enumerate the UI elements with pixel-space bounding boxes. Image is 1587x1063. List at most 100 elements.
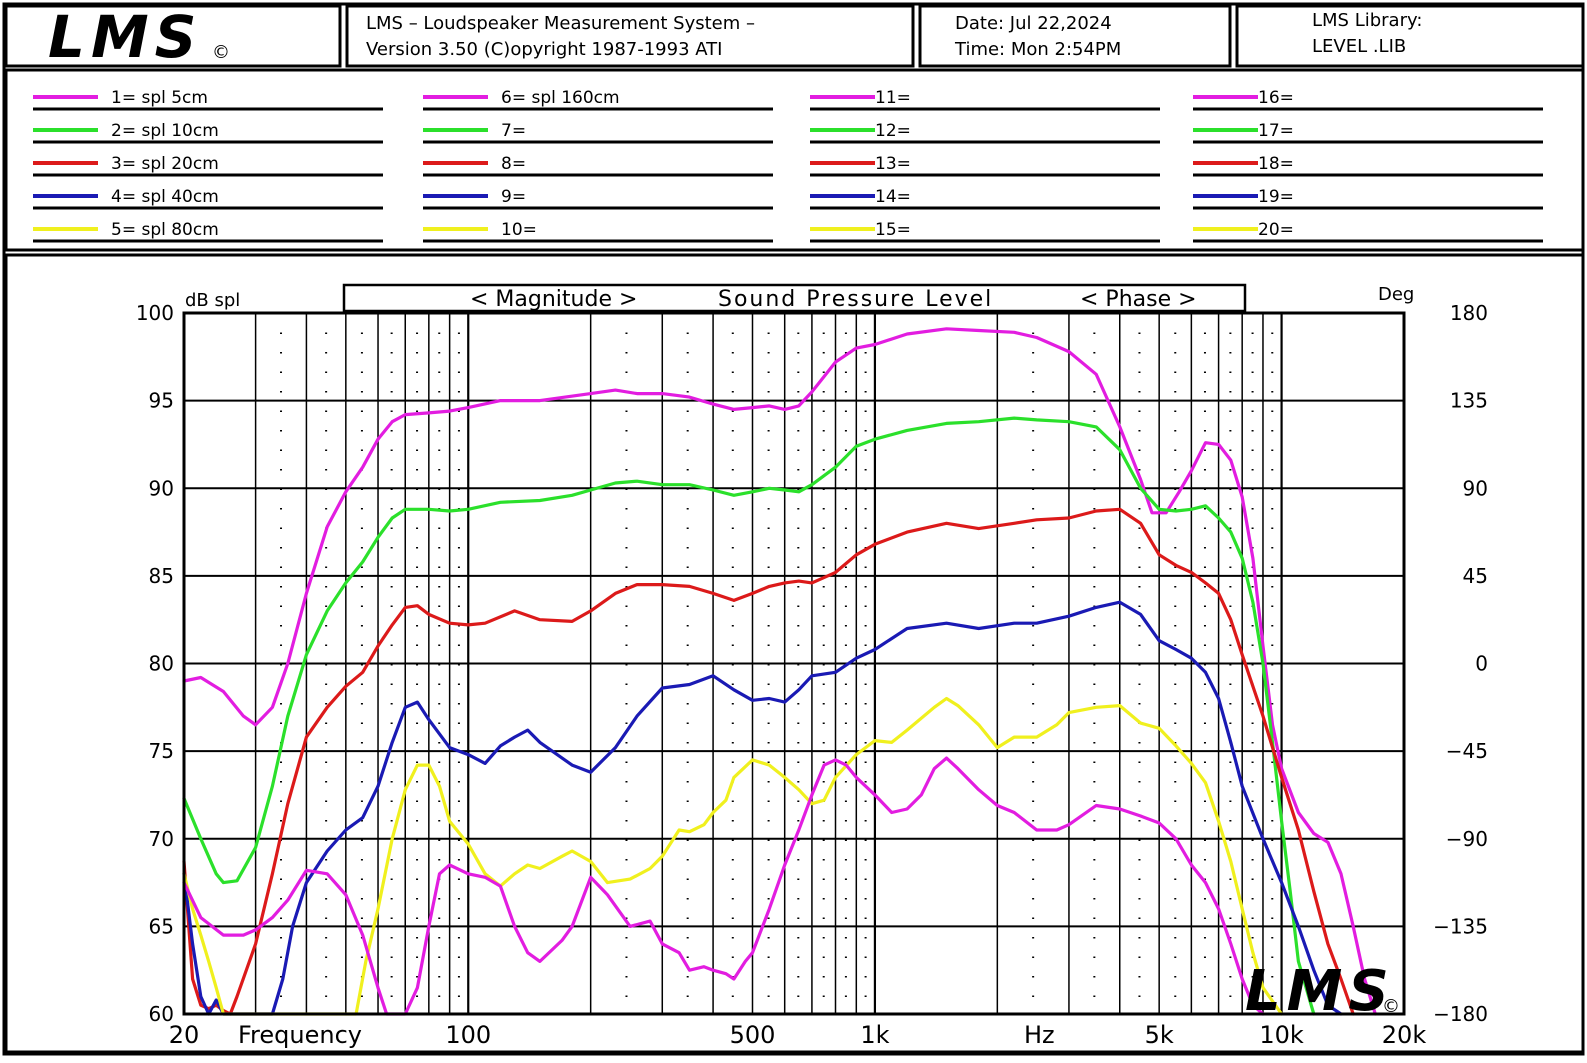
y2-tick-label: −90 [1446, 827, 1488, 851]
watermark-copyright: © [1382, 996, 1400, 1017]
legend-box [4, 68, 1585, 252]
right-axis-unit: Deg [1378, 284, 1414, 305]
y-tick-label: 85 [149, 564, 174, 588]
legend-label: 15= [875, 220, 911, 240]
legend-label: 6= spl 160cm [501, 88, 620, 108]
legend-label: 18= [1258, 154, 1294, 174]
x-tick-label: 100 [445, 1021, 491, 1049]
legend-entry: 19= [1193, 187, 1543, 210]
y2-tick-label: −45 [1446, 739, 1488, 763]
legend: 1= spl 5cm 2= spl 10cm 3= spl 20cm 4= spl 4… [33, 88, 1543, 243]
plot-banner [342, 283, 1247, 313]
y2-tick-label: 45 [1463, 564, 1488, 588]
series-line-5 [182, 696, 1284, 1016]
series-line-2 [182, 416, 1316, 1016]
legend-label: 19= [1258, 187, 1294, 207]
legend-entry: 20= [1193, 220, 1543, 243]
plot-series [182, 327, 1377, 1016]
legend-label: 10= [501, 220, 537, 240]
title-line-1: LMS – Loudspeaker Measurement System – [366, 13, 755, 34]
legend-label: 1= spl 5cm [111, 88, 208, 108]
series-line-6 [182, 756, 1265, 1016]
lms-logo: LMS [48, 3, 202, 71]
banner-phase: < Phase > [1080, 287, 1197, 312]
legend-label: 17= [1258, 121, 1294, 141]
title-line-2: Version 3.50 (C)opyright 1987-1993 ATI [366, 39, 722, 60]
legend-entry: 3= spl 20cm [33, 154, 383, 177]
date-line: Date: Jul 22,2024 [955, 13, 1112, 34]
library-file: LEVEL .LIB [1312, 36, 1406, 57]
x-axis-unit: Hz [1024, 1021, 1055, 1049]
lms-watermark: LMS [1245, 959, 1395, 1024]
y-tick-label: 90 [149, 476, 174, 500]
time-line: Time: Mon 2:54PM [954, 39, 1121, 60]
y-tick-label: 100 [136, 301, 174, 325]
x-tick-label: 10k [1259, 1021, 1304, 1049]
legend-label: 12= [875, 121, 911, 141]
y2-tick-label: −135 [1433, 914, 1488, 938]
x-tick-label: 20 [169, 1021, 200, 1049]
legend-entry: 12= [810, 121, 1160, 144]
y2-tick-label: 135 [1450, 389, 1488, 413]
series-line-3 [182, 507, 1355, 1016]
plot-area-border [182, 311, 1406, 1016]
legend-label: 7= [501, 121, 526, 141]
legend-label: 8= [501, 154, 526, 174]
y-tick-label: 65 [149, 914, 174, 938]
left-axis-unit: dB spl [185, 290, 240, 311]
copyright-mark: © [212, 42, 230, 63]
x-tick-label: 20k [1382, 1021, 1427, 1049]
y-tick-label: 70 [149, 827, 174, 851]
y2-tick-label: 180 [1450, 301, 1488, 325]
series-line-1 [182, 327, 1377, 1016]
header-box-logo [4, 4, 342, 68]
legend-label: 5= spl 80cm [111, 220, 219, 240]
series-line-4 [182, 600, 1343, 1016]
legend-entry: 16= [1193, 88, 1543, 111]
y-tick-label: 95 [149, 389, 174, 413]
y2-tick-label: 0 [1475, 652, 1488, 676]
legend-entry: 6= spl 160cm [423, 88, 773, 111]
y2-tick-label: −180 [1433, 1002, 1488, 1026]
legend-entry: 15= [810, 220, 1160, 243]
legend-entry: 5= spl 80cm [33, 220, 383, 243]
legend-label: 16= [1258, 88, 1294, 108]
legend-label: 9= [501, 187, 526, 207]
legend-entry: 9= [423, 187, 773, 210]
legend-label: 4= spl 40cm [111, 187, 219, 207]
legend-entry: 13= [810, 154, 1160, 177]
legend-label: 13= [875, 154, 911, 174]
header-box-date [918, 4, 1232, 68]
header-box-library [1235, 4, 1585, 68]
legend-entry: 8= [423, 154, 773, 177]
legend-entry: 18= [1193, 154, 1543, 177]
banner-magnitude: < Magnitude > [470, 287, 637, 312]
axis-ticks: 100 95 90 85 80 75 70 65 60 180 135 90 45 0 −45 −90 −135… [136, 301, 1488, 1049]
legend-entry: 11= [810, 88, 1160, 111]
y-tick-label: 60 [149, 1002, 174, 1026]
banner-title: Sound Pressure Level [718, 287, 993, 312]
x-tick-label: 1k [860, 1021, 889, 1049]
legend-entry: 2= spl 10cm [33, 121, 383, 144]
legend-entry: 7= [423, 121, 773, 144]
legend-label: 14= [875, 187, 911, 207]
legend-entry: 1= spl 5cm [33, 88, 383, 111]
legend-label: 11= [875, 88, 911, 108]
x-tick-label: 5k [1145, 1021, 1174, 1049]
legend-label: 20= [1258, 220, 1294, 240]
legend-entry: 4= spl 40cm [33, 187, 383, 210]
header-box-title [345, 4, 915, 68]
library-label: LMS Library: [1312, 10, 1422, 31]
y-tick-label: 80 [149, 652, 174, 676]
legend-entry: 17= [1193, 121, 1543, 144]
y-tick-label: 75 [149, 739, 174, 763]
legend-label: 3= spl 20cm [111, 154, 219, 174]
x-tick-label: 500 [730, 1021, 776, 1049]
legend-label: 2= spl 10cm [111, 121, 219, 141]
x-axis-name: Frequency [238, 1021, 362, 1049]
legend-entry: 14= [810, 187, 1160, 210]
plot-frame [4, 253, 1585, 1054]
y2-tick-label: 90 [1463, 476, 1488, 500]
legend-entry: 10= [423, 220, 773, 243]
